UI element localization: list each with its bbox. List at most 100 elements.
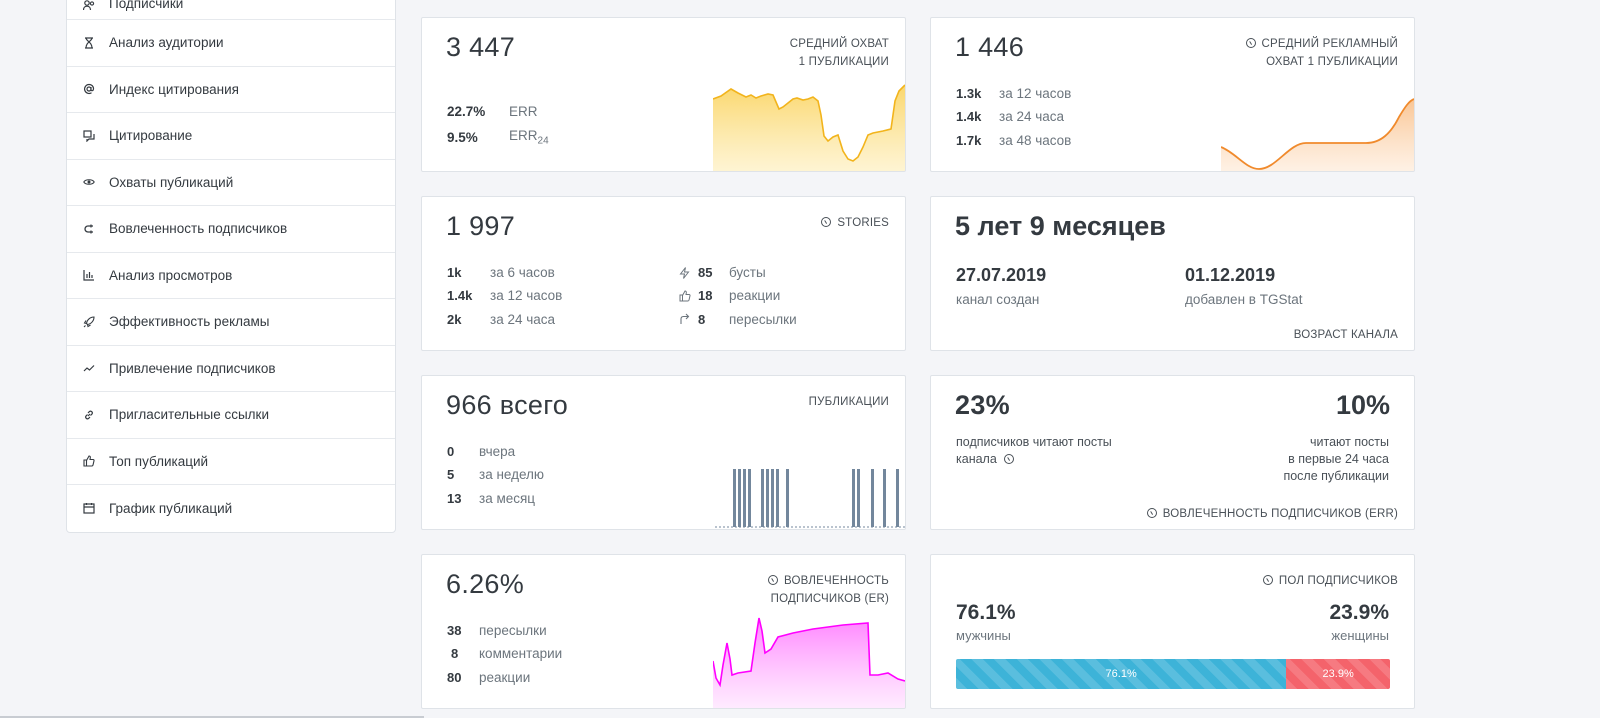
info-icon[interactable] — [1146, 508, 1157, 518]
err-left-text: подписчиков читают посты канала — [956, 435, 1112, 466]
ad-reach-rows: 1.3k за 12 часов 1.4k за 24 часа 1.7k за 48… — [956, 82, 1071, 152]
created-label: канал создан — [956, 292, 1040, 307]
sidebar-item-posting-schedule[interactable]: График публикаций — [67, 485, 395, 532]
added-block: 01.12.2019 добавлен в TGStat — [1185, 265, 1302, 307]
er-row: 80 реакции — [447, 669, 531, 685]
female-bar: 23.9% — [1286, 659, 1390, 689]
er-card: 6.26% ВОВЛЕЧЕННОСТЬ ПОДПИСЧИКОВ (ER) 38 п… — [421, 554, 906, 709]
thumbs-up-icon — [83, 455, 95, 467]
sidebar-item-ad-efficiency[interactable]: Эффективность рекламы — [67, 299, 395, 346]
sidebar-item-label: Анализ аудитории — [109, 35, 224, 51]
sidebar-item-label: Анализ просмотров — [109, 267, 233, 283]
avg-ad-reach-sparkline — [1221, 91, 1414, 171]
sidebar-item-post-reach[interactable]: Охваты публикаций — [67, 160, 395, 206]
info-icon[interactable] — [821, 217, 832, 227]
sidebar-item-views-analysis[interactable]: Анализ просмотров — [67, 253, 395, 299]
ad-reach-row: 1.7k за 48 часов — [956, 132, 1072, 148]
er-row: 8 комментарии — [451, 646, 563, 662]
subscribers-icon — [83, 0, 95, 11]
quote-bubble-icon — [83, 130, 95, 142]
sidebar-item-label: Привлечение подписчиков — [109, 360, 276, 376]
horizontal-scrollbar[interactable] — [0, 716, 424, 718]
err-right-text: читают посты в первые 24 часа после публ… — [1283, 435, 1389, 483]
stories-card: 1 997 STORIES 1k за 6 часов 1.4k за 12 час… — [421, 196, 906, 351]
sidebar-item-label: Цитирование — [109, 128, 193, 144]
channel-age-caption: ВОЗРАСТ КАНАЛА — [1293, 329, 1398, 341]
stories-time-rows: 1k за 6 часов 1.4k за 12 часов 2k за 24 час… — [447, 261, 562, 331]
stories-caption: STORIES — [821, 214, 889, 232]
forward-arrow-icon — [679, 313, 698, 325]
sidebar-item-label: Эффективность рекламы — [109, 314, 270, 330]
sidebar-item-label: Индекс цитирования — [109, 81, 239, 97]
er-row: 38 пересылки — [447, 623, 547, 639]
err-right-value: 10% — [1335, 390, 1390, 420]
avg-reach-value: 3 447 — [446, 32, 516, 62]
sidebar-item-subscriber-growth[interactable]: Привлечение подписчиков — [67, 346, 395, 392]
er-sparkline — [713, 613, 905, 708]
sidebar-item-invite-links[interactable]: Пригласительные ссылки — [67, 392, 395, 439]
rocket-icon — [83, 316, 95, 328]
avg-ad-reach-caption: СРЕДНИЙ РЕКЛАМНЫЙ ОХВАТ 1 ПУБЛИКАЦИИ — [1245, 35, 1398, 71]
er-value: 6.26% — [446, 569, 525, 599]
err-left-value: 23% — [955, 390, 1010, 420]
err24-value: 9.5% — [447, 129, 478, 145]
sidebar-item-engagement[interactable]: Вовлеченность подписчиков — [67, 206, 395, 253]
channel-age-card: 5 лет 9 месяцев 27.07.2019 канал создан … — [930, 196, 1415, 351]
sidebar-item-citations[interactable]: Цитирование — [67, 113, 395, 160]
stories-value: 1 997 — [446, 211, 516, 241]
male-label: мужчины — [956, 628, 1011, 643]
sidebar-item-label: Топ публикаций — [109, 453, 209, 469]
stories-stat-rows: 85 бусты 18 реакции 8 пересылки — [679, 261, 797, 331]
male-bar: 76.1% — [956, 659, 1287, 689]
stories-row: 2k за 24 часа — [447, 311, 556, 327]
gender-progress-bar: 76.1% 23.9% — [956, 659, 1390, 689]
avg-reach-card: 3 447 СРЕДНИЙ ОХВАТ 1 ПУБЛИКАЦИИ 22.7% E… — [421, 17, 906, 172]
err-caption: ВОВЛЕЧЕННОСТЬ ПОДПИСЧИКОВ (ERR) — [1146, 508, 1398, 520]
gender-caption: ПОЛ ПОДПИСЧИКОВ — [1262, 572, 1398, 590]
er-caption: ВОВЛЕЧЕННОСТЬ ПОДПИСЧИКОВ (ER) — [768, 572, 889, 608]
stories-stat-row: 8 пересылки — [679, 308, 797, 331]
added-label: добавлен в TGStat — [1185, 292, 1303, 307]
info-icon[interactable] — [1245, 38, 1256, 48]
publications-row: 13 за месяц — [447, 490, 536, 506]
ad-reach-row: 1.4k за 24 часа — [956, 109, 1065, 125]
info-icon[interactable] — [768, 575, 779, 585]
publications-row: 0 вчера — [447, 444, 516, 460]
lightning-icon — [679, 266, 698, 279]
publications-total: 966 всего — [446, 390, 569, 420]
publications-bars — [715, 439, 905, 529]
publications-rows: 0 вчера 5 за неделю 13 за месяц — [447, 440, 544, 510]
male-value: 76.1% — [956, 601, 1016, 624]
bar-chart-icon — [83, 269, 95, 281]
stories-stat-row: 18 реакции — [679, 284, 797, 307]
female-value: 23.9% — [1329, 601, 1389, 624]
sidebar-menu: Подписчики Анализ аудитории Индекс цитир… — [66, 0, 396, 533]
added-date: 01.12.2019 — [1185, 265, 1276, 285]
err-card: 23% 10% подписчиков читают посты канала … — [930, 375, 1415, 530]
avg-reach-caption: СРЕДНИЙ ОХВАТ 1 ПУБЛИКАЦИИ — [789, 38, 889, 68]
info-icon[interactable] — [1262, 575, 1273, 585]
err-value: 22.7% — [447, 103, 486, 119]
link-icon — [83, 409, 95, 421]
sidebar-item-citation-index[interactable]: Индекс цитирования — [67, 67, 395, 113]
sidebar-item-top-posts[interactable]: Топ публикаций — [67, 439, 395, 485]
info-icon[interactable] — [1004, 454, 1015, 464]
stories-row: 1k за 6 часов — [447, 265, 555, 281]
magnet-icon — [83, 223, 95, 235]
stories-row: 1.4k за 12 часов — [447, 288, 563, 304]
publications-caption: ПУБЛИКАЦИИ — [808, 396, 889, 408]
gender-card: ПОЛ ПОДПИСЧИКОВ 76.1% мужчины 23.9% женщ… — [930, 554, 1415, 709]
at-sign-icon — [83, 83, 95, 95]
avg-reach-sparkline — [713, 81, 905, 171]
avg-ad-reach-value: 1 446 — [955, 32, 1025, 62]
sidebar-item-audience-analysis[interactable]: Анализ аудитории — [67, 20, 395, 67]
sidebar-item-subscribers[interactable]: Подписчики — [67, 0, 395, 20]
publications-card: 966 всего ПУБЛИКАЦИИ 0 вчера 5 за неделю 1… — [421, 375, 906, 530]
calendar-icon — [83, 502, 95, 514]
er-rows: 38 пересылки 8 комментарии 80 реакции — [447, 619, 562, 689]
hourglass-icon — [83, 37, 95, 49]
sidebar-item-label: Вовлеченность подписчиков — [109, 221, 288, 237]
channel-age-value: 5 лет 9 месяцев — [955, 211, 1166, 241]
created-block: 27.07.2019 канал создан — [956, 265, 1046, 307]
eye-icon — [83, 176, 95, 188]
